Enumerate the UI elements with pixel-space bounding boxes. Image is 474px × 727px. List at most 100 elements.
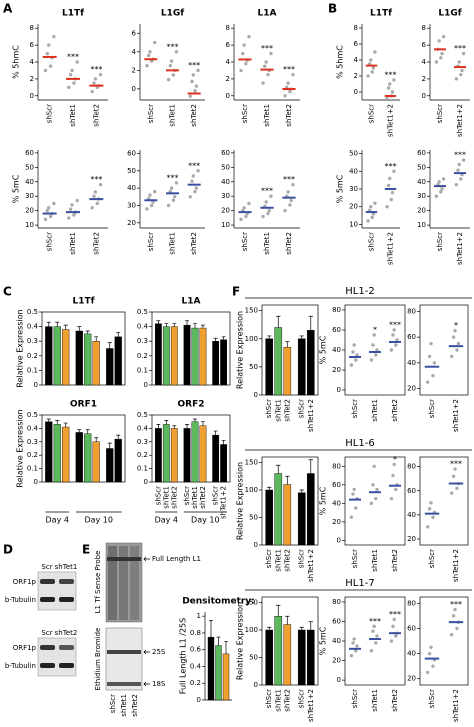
plot-frame — [419, 596, 469, 686]
data-point — [92, 81, 96, 85]
y-tick-label: 40 — [417, 178, 426, 186]
x-tick-label: shTet1+2 — [452, 689, 460, 722]
error-bar — [299, 489, 304, 493]
data-point — [241, 51, 245, 56]
data-point — [375, 634, 379, 638]
y-tick-label: 40 — [332, 637, 341, 645]
y-tick-label: 0.1 — [137, 465, 148, 473]
y-tick-label: 0.2 — [190, 679, 201, 687]
data-point — [392, 617, 396, 622]
panel-label: C — [3, 285, 12, 299]
data-point — [148, 193, 152, 197]
significance: * — [393, 455, 397, 464]
data-point — [288, 89, 292, 94]
data-point — [47, 43, 51, 47]
data-point — [389, 496, 394, 501]
data-point — [266, 211, 270, 216]
band — [107, 557, 141, 561]
x-tick-label: shTet1+2 — [387, 104, 395, 137]
significance: *** — [188, 61, 200, 70]
data-point — [370, 215, 374, 220]
data-point — [291, 182, 295, 187]
error-bar — [85, 330, 90, 334]
error-bar — [209, 620, 213, 638]
y-tick-label: 40 — [332, 346, 341, 354]
x-tick-label: shTet2 — [283, 689, 291, 712]
data-point — [247, 34, 251, 39]
error-bar — [77, 326, 82, 331]
x-tick-label: shScr — [368, 104, 376, 123]
bar — [199, 425, 207, 483]
data-point — [371, 483, 375, 487]
x-tick-label: shTet1 — [169, 104, 177, 127]
data-point — [392, 78, 396, 82]
data-point — [392, 328, 396, 332]
y-tick-label: 8 — [354, 24, 358, 32]
data-point — [429, 341, 433, 346]
y-tick-label: 60 — [332, 326, 341, 334]
row-title: HL1-6 — [345, 438, 374, 449]
error-bar — [63, 422, 68, 428]
data-point — [68, 207, 73, 211]
data-point — [372, 333, 376, 337]
group-label: Day 10 — [191, 516, 220, 525]
data-point — [196, 68, 200, 73]
y-tick-label: 50 — [349, 150, 358, 158]
data-point — [434, 60, 439, 64]
data-point — [366, 219, 370, 223]
y-tick-label: 20 — [349, 203, 358, 211]
y-tick-label: 100 — [245, 335, 258, 343]
x-tick-label: shScr — [351, 399, 359, 418]
bar — [274, 327, 283, 396]
data-point — [440, 187, 444, 191]
bar — [283, 346, 292, 396]
y-tick-label: 40 — [332, 499, 341, 507]
error-bar — [201, 421, 205, 426]
y-tick-label: 0.4 — [27, 424, 39, 432]
y-tick-label: 80 — [407, 463, 416, 471]
data-point — [373, 201, 377, 205]
x-tick-label: shTet2 — [391, 399, 399, 422]
data-point — [431, 374, 435, 378]
chart-title: Densitometry: — [182, 597, 255, 607]
y-tick-label: 0.5 — [27, 411, 38, 419]
data-point — [459, 72, 463, 77]
y-tick-label: 0.3 — [137, 337, 148, 345]
y-tick-label: 100 — [245, 626, 258, 634]
error-bar — [221, 440, 226, 445]
bar — [154, 428, 162, 483]
significance: *** — [167, 42, 179, 51]
lane-label: shTet1 — [55, 563, 78, 571]
y-tick-label: 0.4 — [190, 662, 202, 670]
bar — [274, 616, 283, 686]
y-tick-label: 60 — [25, 149, 34, 157]
y-tick-label: 20 — [332, 657, 341, 665]
data-point — [95, 201, 99, 206]
data-point — [440, 51, 444, 56]
data-point — [193, 89, 197, 93]
x-tick-label: shTet2 — [92, 232, 100, 255]
data-point — [394, 634, 398, 638]
data-point — [389, 197, 393, 202]
significance: * — [373, 326, 377, 335]
data-point — [454, 77, 459, 81]
y-tick-label: 4 — [422, 58, 427, 66]
data-point — [153, 40, 157, 45]
y-tick-label: 0 — [226, 92, 230, 100]
x-tick-label: shTet1 — [69, 232, 77, 255]
y-axis-label: Relative Expression — [16, 409, 25, 487]
data-point — [391, 473, 395, 478]
error-bar — [276, 464, 281, 474]
lane-label: shTet2 — [55, 629, 78, 637]
x-tick-label: shTet2 — [285, 232, 293, 255]
significance: *** — [454, 44, 466, 53]
data-point — [461, 51, 466, 56]
data-point — [48, 64, 53, 68]
data-point — [425, 525, 430, 529]
data-point — [388, 82, 392, 86]
y-tick-label: 2 — [226, 75, 230, 83]
data-point — [432, 361, 437, 365]
data-point — [454, 182, 459, 187]
data-point — [354, 358, 358, 362]
error-bar — [213, 430, 218, 436]
